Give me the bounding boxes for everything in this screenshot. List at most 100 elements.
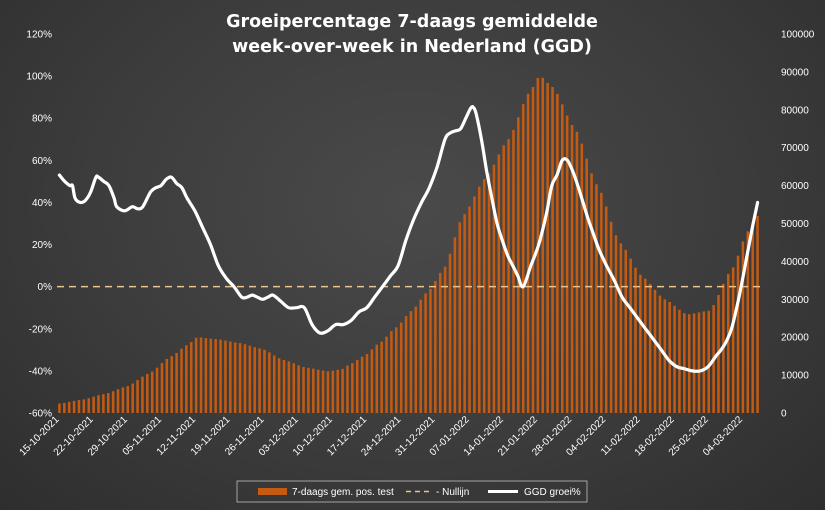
bar xyxy=(175,352,178,413)
bar xyxy=(697,312,701,413)
bar xyxy=(673,305,676,413)
bar xyxy=(507,139,510,413)
chart-title-line-2: week-over-week in Nederland (GGD) xyxy=(232,37,592,57)
bar xyxy=(453,237,457,413)
bar xyxy=(141,376,144,413)
bar xyxy=(546,82,549,413)
right-axis-tick-label: 10000 xyxy=(781,371,809,382)
bar xyxy=(702,311,706,413)
bar xyxy=(390,331,393,413)
bar xyxy=(199,337,203,413)
bar xyxy=(160,363,164,413)
bar xyxy=(346,365,349,413)
bar xyxy=(478,186,481,413)
bar xyxy=(67,401,71,413)
bar xyxy=(595,184,598,413)
bar xyxy=(116,389,120,413)
bar xyxy=(102,394,105,413)
bar xyxy=(434,281,437,413)
bar xyxy=(575,131,579,414)
bar xyxy=(424,293,427,413)
legend-item-nullijn: - Nullijn xyxy=(406,487,469,498)
bar xyxy=(736,255,740,413)
left-axis-tick-label: 100% xyxy=(26,72,52,83)
bar xyxy=(331,370,335,413)
bar xyxy=(131,383,134,413)
bar xyxy=(365,354,369,413)
left-axis-labels: -60% -40% -20% 0% 20% 40% 60% 80% 100% 120% xyxy=(26,30,52,420)
bar xyxy=(146,373,149,413)
bar xyxy=(97,395,100,413)
bar xyxy=(414,306,418,413)
bar xyxy=(82,399,86,413)
bar xyxy=(170,356,173,413)
bar xyxy=(512,129,515,413)
bar xyxy=(590,173,593,413)
bar xyxy=(751,223,754,413)
bar xyxy=(165,358,169,413)
bar xyxy=(185,345,188,413)
right-axis-tick-label: 100000 xyxy=(781,30,815,41)
left-axis-tick-label: 20% xyxy=(32,240,52,251)
bar xyxy=(731,267,735,413)
bar xyxy=(604,206,608,413)
bar xyxy=(307,367,310,413)
right-axis-tick-label: 20000 xyxy=(781,333,809,344)
bar xyxy=(487,173,491,413)
bar xyxy=(136,380,139,413)
bar xyxy=(468,206,471,413)
bar xyxy=(556,93,559,413)
chart-title: Groeipercentage 7-daags gemiddelde week-… xyxy=(226,12,598,57)
bar xyxy=(653,289,657,413)
bar xyxy=(648,283,652,413)
legend-item-bars: 7-daags gem. pos. test xyxy=(258,487,394,498)
left-axis-tick-label: -60% xyxy=(29,409,52,420)
right-axis-tick-label: 90000 xyxy=(781,67,809,78)
legend-bar-swatch xyxy=(258,488,287,495)
bar xyxy=(658,295,662,413)
bar xyxy=(502,145,505,414)
bar xyxy=(419,299,422,413)
bar xyxy=(570,124,574,414)
bar xyxy=(624,249,628,413)
bar xyxy=(194,337,198,413)
bar xyxy=(756,215,759,413)
bar xyxy=(629,258,632,413)
bar xyxy=(321,370,325,413)
left-axis-tick-label: 60% xyxy=(32,156,52,167)
bar xyxy=(341,368,344,413)
bar xyxy=(121,387,125,413)
bar xyxy=(92,396,95,413)
bar xyxy=(263,349,266,413)
bar xyxy=(233,342,237,413)
bar xyxy=(189,342,193,413)
bar xyxy=(565,115,569,414)
bar xyxy=(551,87,554,414)
bar xyxy=(126,386,130,413)
bar xyxy=(482,179,486,413)
bar xyxy=(634,267,637,413)
bar xyxy=(253,347,256,413)
bar xyxy=(180,348,183,413)
bar-series xyxy=(58,77,759,414)
bar xyxy=(297,365,300,413)
x-axis-labels: 15-10-202122-10-202129-10-202105-11-2021… xyxy=(18,414,746,458)
bar xyxy=(438,272,442,413)
bar xyxy=(355,359,359,413)
bar xyxy=(668,301,671,413)
bar xyxy=(561,104,564,413)
bar xyxy=(292,363,296,413)
bar xyxy=(312,368,315,413)
bar xyxy=(409,311,413,413)
bar xyxy=(111,391,115,413)
right-axis-tick-label: 30000 xyxy=(781,295,809,306)
bar xyxy=(492,164,496,413)
bar xyxy=(614,235,618,413)
bar xyxy=(268,352,271,413)
bar xyxy=(224,340,227,413)
bar xyxy=(517,117,520,413)
legend-label-nullijn: - Nullijn xyxy=(436,487,469,498)
bar xyxy=(741,241,745,413)
legend: 7-daags gem. pos. test - Nullijn GGD gro… xyxy=(236,480,588,503)
bar xyxy=(726,273,730,413)
